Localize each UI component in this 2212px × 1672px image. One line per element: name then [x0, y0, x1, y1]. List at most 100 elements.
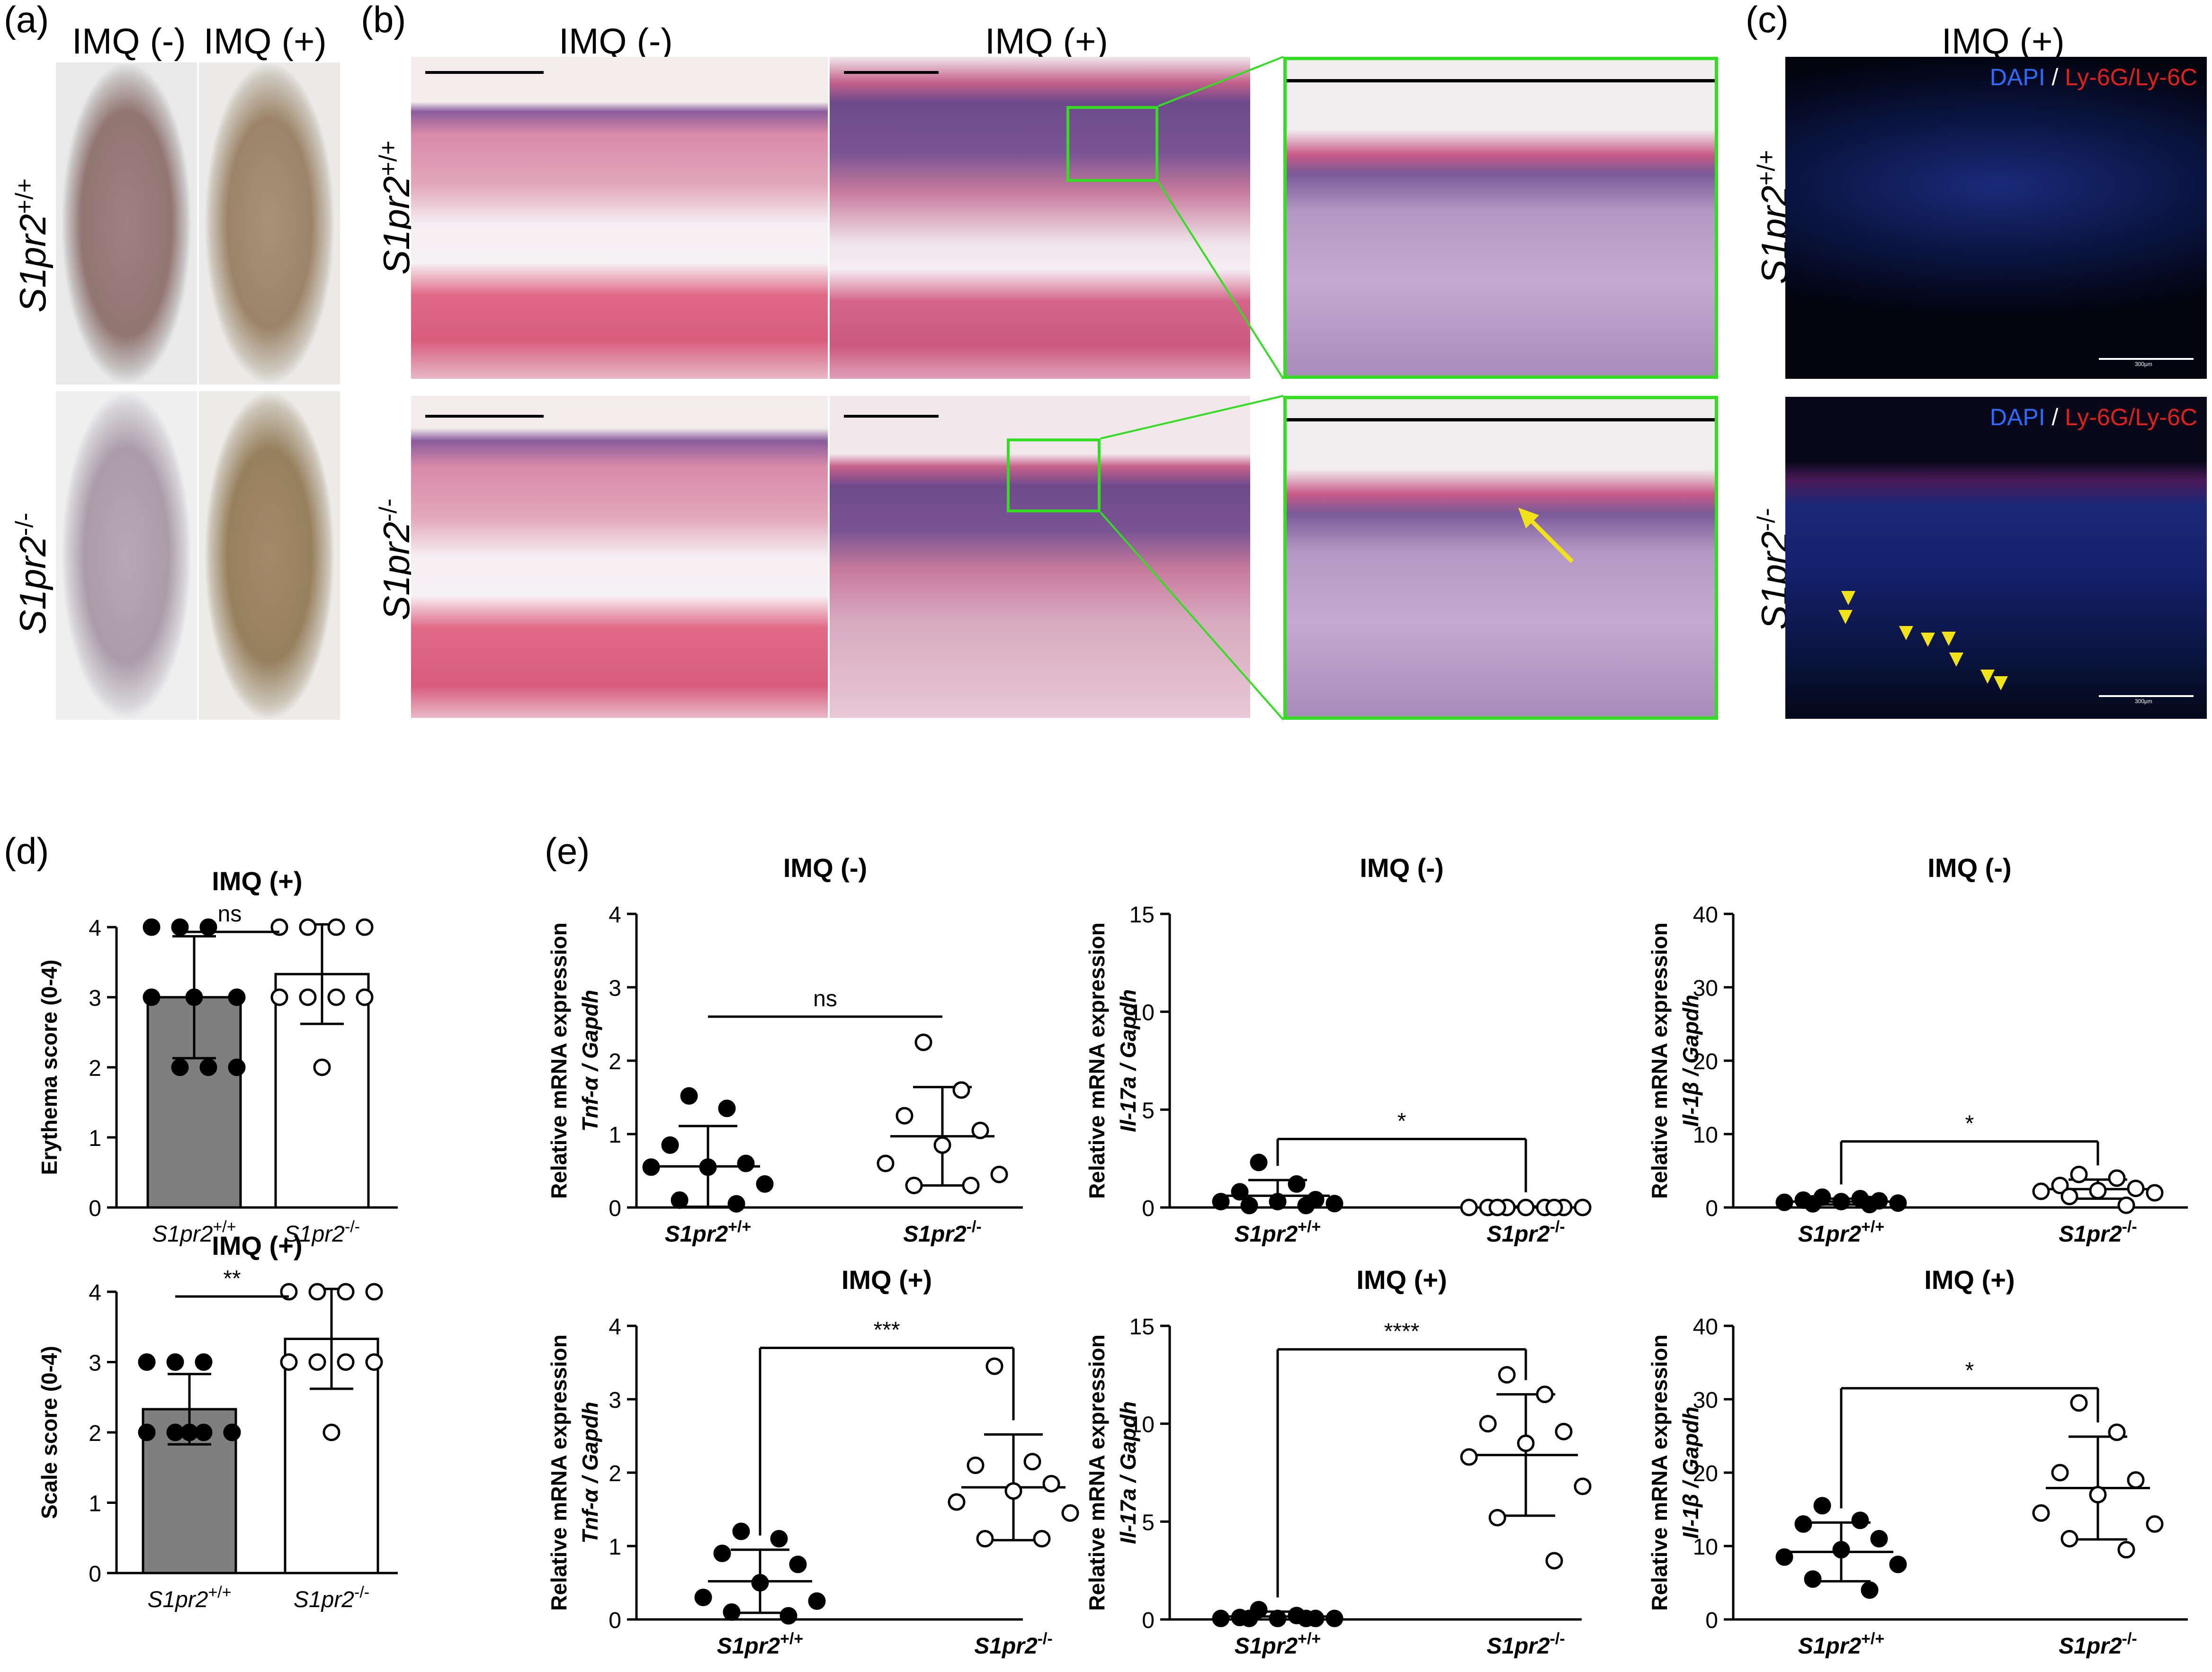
y-axis-label-gene: Il-17a / Gapdh [1116, 989, 1140, 1132]
data-point [1023, 1453, 1041, 1471]
data-point [1545, 1198, 1563, 1216]
data-point [2146, 1184, 2164, 1202]
x-category-label: S1pr2+/+ [717, 1630, 804, 1659]
inset-box [1066, 106, 1158, 182]
data-point [171, 1058, 189, 1076]
chart-title: IMQ (+) [1924, 1265, 2015, 1295]
data-point [228, 1058, 246, 1076]
data-point [185, 988, 203, 1006]
data-point [356, 988, 374, 1006]
data-point [2032, 1504, 2050, 1522]
chart-title: IMQ (-) [1927, 853, 2011, 883]
panel-label-d: (d) [4, 830, 49, 872]
data-point [1488, 1509, 1506, 1527]
data-point [1231, 1183, 1249, 1201]
y-axis-label: Relative mRNA expression [1647, 922, 1672, 1199]
data-point [952, 1081, 970, 1099]
data-point [1498, 1366, 1516, 1384]
y-tick-label: 10 [1129, 1001, 1155, 1026]
y-tick-label: 0 [609, 1608, 621, 1633]
significance-label: * [1397, 1109, 1406, 1134]
scale-bar [2099, 358, 2194, 360]
data-point [808, 1592, 826, 1610]
data-point [2127, 1471, 2145, 1489]
data-point [948, 1493, 966, 1511]
data-point [2089, 1181, 2107, 1199]
data-point [976, 1530, 994, 1547]
y-tick-label: 2 [609, 1049, 621, 1074]
data-point [914, 1033, 932, 1051]
data-point [1033, 1530, 1051, 1547]
data-point [1517, 1198, 1535, 1216]
data-point [1517, 1434, 1535, 1452]
data-point [727, 1195, 745, 1213]
data-point [308, 1353, 326, 1371]
data-point [990, 1165, 1008, 1183]
data-point [322, 1423, 340, 1441]
y-tick-label: 1 [609, 1123, 621, 1148]
scale-bar-label: 300μm [2135, 361, 2152, 367]
data-point [1870, 1530, 1888, 1547]
data-point [365, 1283, 383, 1301]
data-point [723, 1603, 741, 1621]
arrowhead-icon [1980, 670, 1995, 684]
data-point [2060, 1188, 2078, 1206]
arrowhead-icon [1949, 653, 1963, 667]
data-point [1775, 1548, 1793, 1566]
y-axis-label: Relative mRNA expression [1084, 922, 1109, 1199]
fluor-legend: DAPI / Ly-6G/Ly-6C [1989, 64, 2197, 90]
y-axis-label: Relative mRNA expression [546, 1334, 571, 1611]
data-point [1775, 1193, 1793, 1211]
y-tick-label: 20 [1693, 1049, 1718, 1074]
histology-wt-inset [1283, 57, 1718, 379]
arrowhead-markers [1838, 591, 2008, 690]
data-point [2032, 1182, 2050, 1200]
significance-label: ns [813, 986, 837, 1011]
arrow-icon [1518, 508, 1574, 563]
data-point [327, 918, 345, 936]
y-axis-label-gene: Il-1β / Gapdh [1678, 1406, 1703, 1538]
x-category-label: S1pr2+/+ [1235, 1218, 1321, 1247]
arrowhead-icon [1994, 676, 2008, 690]
x-category-label: S1pr2-/- [903, 1218, 982, 1247]
y-tick-label: 15 [1129, 1314, 1155, 1340]
data-point [896, 1107, 913, 1125]
x-category-label: S1pr2-/- [1487, 1218, 1565, 1247]
panel-label-c: (c) [1746, 0, 1789, 40]
chart-title: IMQ (+) [212, 866, 302, 896]
data-point [308, 1283, 326, 1301]
data-point [1250, 1153, 1268, 1171]
data-point [1061, 1504, 1079, 1522]
data-point [327, 988, 345, 1006]
data-point [2146, 1515, 2164, 1533]
data-point [1212, 1193, 1230, 1211]
data-point [967, 1457, 985, 1474]
significance-label: ns [218, 902, 242, 927]
y-tick-label: 0 [1705, 1196, 1718, 1221]
arrowhead-icon [1942, 632, 1956, 646]
data-point [199, 1058, 217, 1076]
data-point [1042, 1475, 1060, 1493]
data-point [2051, 1177, 2069, 1194]
panel-label-b: (b) [361, 0, 406, 40]
y-tick-label: 0 [1705, 1608, 1718, 1633]
data-point [1325, 1195, 1343, 1213]
y-axis-label: Relative mRNA expression [1647, 1334, 1672, 1611]
data-point [694, 1589, 712, 1606]
x-category-label: S1pr2-/- [2059, 1218, 2137, 1247]
data-point [2117, 1541, 2135, 1559]
data-point [1813, 1497, 1831, 1515]
data-point [337, 1353, 355, 1371]
y-tick-label: 5 [1142, 1510, 1155, 1535]
y-tick-label: 3 [609, 976, 621, 1001]
data-point [779, 1607, 797, 1625]
panel-b-col-pos: IMQ (+) [985, 21, 1108, 62]
data-point [280, 1353, 298, 1371]
data-point [356, 918, 374, 936]
y-axis-label-gene: Il-17a / Gapdh [1116, 1401, 1140, 1544]
data-point [2089, 1486, 2107, 1503]
data-point [877, 1154, 895, 1172]
data-point [1212, 1609, 1230, 1627]
y-tick-label: 2 [609, 1461, 621, 1486]
data-point [299, 988, 317, 1006]
